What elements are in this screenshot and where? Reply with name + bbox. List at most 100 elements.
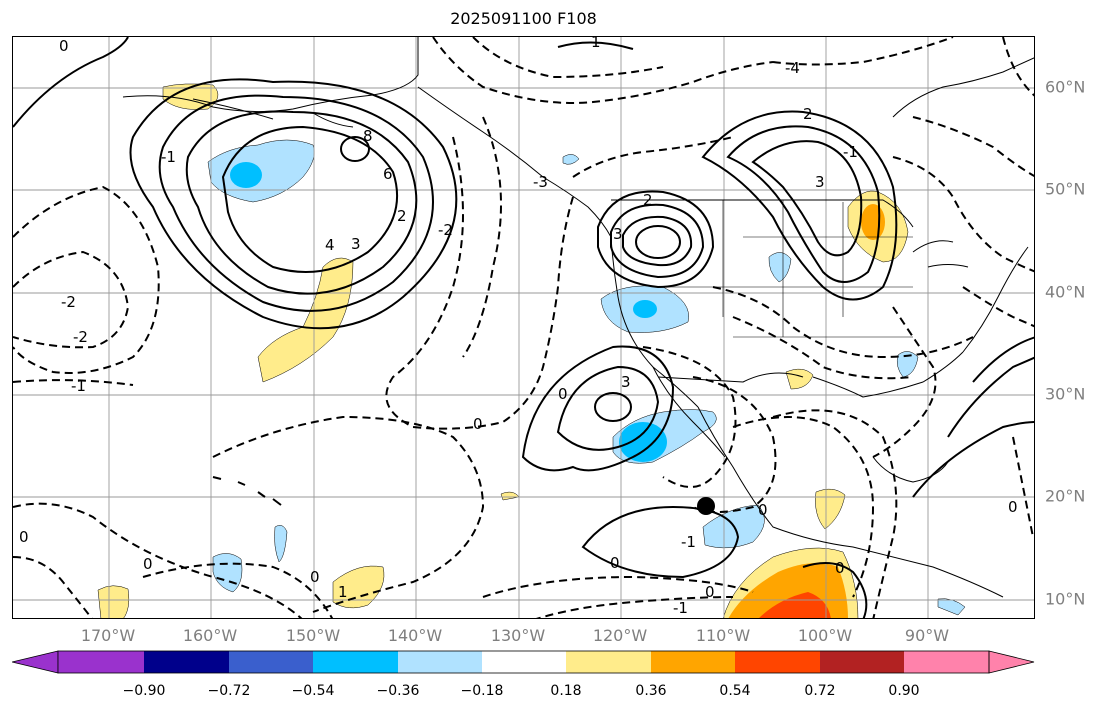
plot-title: 2025091100 F108 [450, 9, 597, 28]
contour-gulf-alaska-4 [221, 125, 399, 273]
lon-label-110w: 110°W [695, 626, 751, 645]
gulf-coast [812, 351, 964, 398]
bc-coast [417, 86, 612, 238]
lon-label-120w: 120°W [592, 626, 648, 645]
lat-label-60n: 60°N [1045, 77, 1086, 97]
clabel-eight: 8 [363, 127, 373, 145]
clabel-one-2: 1 [338, 583, 348, 601]
contour-canada-1 [701, 110, 898, 301]
contour-top-mid [557, 41, 634, 50]
lat-label-10n: 10°N [1045, 589, 1086, 609]
lat-label-20n: 20°N [1045, 486, 1086, 506]
clabel-neg-one-5: -1 [673, 599, 688, 617]
clabel-three-4: 3 [621, 373, 631, 391]
contour-neg-mex-2 [772, 409, 898, 618]
coastlines [122, 37, 1034, 598]
contour-pnw-1 [597, 190, 715, 289]
contour-canada-3 [751, 140, 863, 257]
clabel-zero-11: 0 [1008, 498, 1018, 516]
contour-neg-se-edge [1012, 436, 1034, 538]
fill-positive-south-pac [332, 565, 385, 609]
clabel-zero-3: 0 [473, 415, 483, 433]
clabel-neg-two-1: -2 [61, 293, 76, 311]
contour-neg-east-2 [912, 116, 1034, 178]
colorbar-tick-7: 0.54 [719, 683, 751, 699]
contour-gulf-alaska-1 [129, 78, 458, 330]
hawaii-islands [212, 476, 282, 506]
colorbar-bin-6 [566, 651, 651, 673]
contour-neg-west-2 [13, 250, 130, 349]
contour-canada-2 [726, 125, 881, 283]
map-panel[interactable]: 0 1 -4 8 6 4 3 2 -1 -2 -2 -1 -2 -3 2 3 2… [12, 36, 1035, 619]
lon-label-130w: 130°W [490, 626, 546, 645]
fill-negative-gulf [896, 351, 919, 378]
mexico-pacific [697, 406, 1004, 598]
clabel-three-3: 3 [815, 173, 825, 191]
colorbar-tick-4: −0.18 [460, 683, 504, 699]
contour-gulf-alaska-3 [185, 110, 418, 295]
clabel-zero-7: 0 [835, 559, 845, 577]
contour-neg-top-3 [772, 37, 954, 66]
clabel-one-1: 1 [591, 37, 601, 51]
colorbar-bin-2 [229, 651, 313, 673]
fill-positive-mexico-b [815, 488, 846, 530]
contour-neg-top-2 [472, 37, 664, 79]
negative-contours [13, 37, 1034, 618]
colorbar-tick-6: 0.36 [635, 683, 667, 699]
contour-neg-pac-3 [142, 562, 334, 618]
contour-neg-mid-2 [462, 116, 502, 358]
fill-negative-core-2 [633, 300, 657, 318]
colorbar-tick-0: −0.90 [122, 683, 166, 699]
contour-neg-sw [13, 556, 93, 618]
fill-negative-core-1 [230, 162, 262, 188]
contour-neg-epac-1 [536, 596, 734, 618]
contour-baja-low-core [594, 392, 632, 422]
fill-negative-hawaii-b [274, 525, 288, 563]
contour-pnw-2 [610, 203, 705, 279]
clabel-two-3: 2 [803, 105, 813, 123]
graticule [13, 37, 1034, 618]
contour-neg-baja-1 [642, 346, 737, 488]
colorbar-bin-1 [144, 651, 229, 673]
clabel-neg-two-3: -2 [438, 221, 453, 239]
contour-se-1 [972, 336, 1034, 383]
colorbar-bin-9 [820, 651, 904, 673]
fill-negative-small-se [937, 598, 966, 616]
colorbar-bin-4 [398, 651, 482, 673]
clabel-neg-one-4: -1 [681, 533, 696, 551]
contour-neg-west-3 [13, 379, 134, 386]
contour-pnw-3 [622, 215, 693, 267]
lon-label-170w: 170°W [80, 626, 136, 645]
hudson-bay [892, 57, 1034, 118]
contour-neg-baja-2 [692, 376, 777, 513]
contour-baja-low-1 [521, 345, 675, 472]
lon-label-150w: 150°W [285, 626, 341, 645]
contour-neg-pac-1 [212, 415, 485, 613]
clabel-neg-one-3: -1 [843, 143, 858, 161]
clabel-neg-two-2: -2 [73, 328, 88, 346]
colorbar-extend-high [988, 650, 1035, 674]
positive-contours [13, 37, 1034, 618]
fill-positive-mexico-a [785, 368, 814, 390]
fill-negative-hawaii-a [212, 553, 243, 593]
colorbar-tick-2: −0.54 [291, 683, 335, 699]
colorbar-outline [57, 650, 990, 674]
lat-label-50n: 50°N [1045, 179, 1086, 199]
fill-negative-core-3 [619, 422, 667, 462]
contour-neg-west-1 [13, 185, 160, 374]
fill-positive-tropics-core [759, 592, 831, 618]
fill-positive-small [500, 491, 520, 501]
lon-label-100w: 100°W [797, 626, 853, 645]
clabel-three-2: 3 [613, 225, 623, 243]
clabel-neg-four: -4 [785, 59, 800, 77]
colorbar-bin-0 [58, 651, 144, 673]
storm-center-marker[interactable] [697, 497, 715, 515]
yucatan [872, 456, 949, 483]
contour-baja-low-2 [556, 365, 660, 451]
great-lakes [912, 240, 969, 268]
clabel-zero-2: 0 [558, 385, 568, 403]
contour-neg-rockies-2 [712, 286, 974, 359]
clabel-six: 6 [383, 165, 393, 183]
fill-negative-pac-nw [562, 154, 580, 165]
contour-se-3 [912, 421, 1034, 498]
